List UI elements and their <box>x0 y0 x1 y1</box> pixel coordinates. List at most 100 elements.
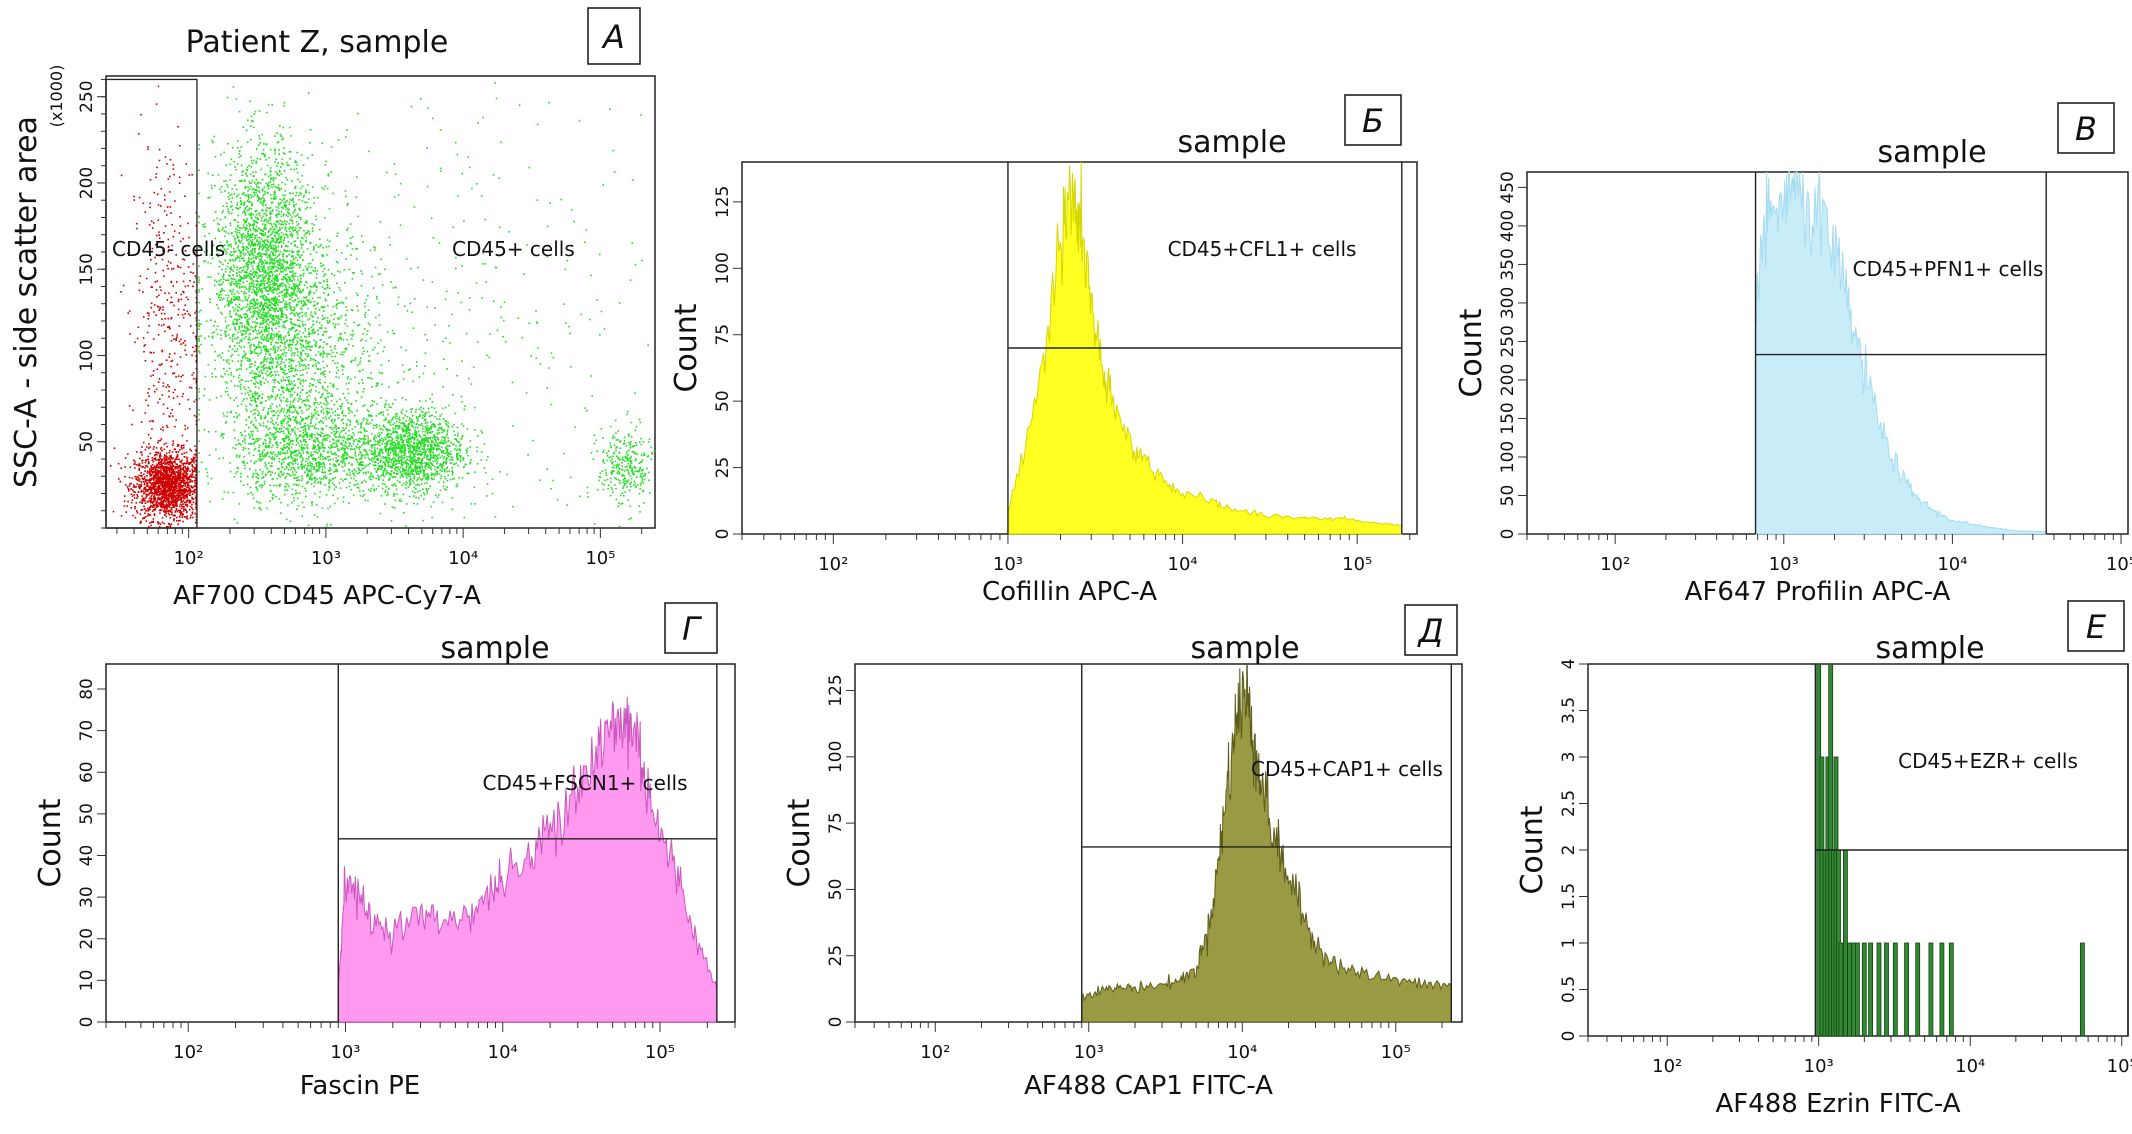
data-point <box>254 210 257 213</box>
data-point <box>160 489 162 491</box>
data-point <box>180 375 182 378</box>
data-point <box>259 261 261 263</box>
data-point <box>237 207 240 210</box>
data-point <box>337 270 339 272</box>
data-point <box>270 212 273 215</box>
data-point <box>159 509 161 512</box>
data-point <box>225 387 228 389</box>
data-point <box>176 336 178 338</box>
data-point <box>289 298 292 301</box>
data-point <box>220 191 223 193</box>
data-point <box>256 217 259 219</box>
data-point <box>275 237 277 240</box>
data-point <box>168 386 170 388</box>
data-point <box>177 509 180 512</box>
data-point <box>279 404 281 407</box>
data-point <box>289 264 292 266</box>
data-point <box>302 237 304 240</box>
data-point <box>330 400 333 402</box>
data-point <box>288 376 290 378</box>
data-point <box>251 302 253 305</box>
data-point <box>156 193 159 195</box>
data-point <box>174 200 176 202</box>
data-point <box>280 188 283 190</box>
data-point <box>294 208 296 211</box>
data-point <box>235 281 238 284</box>
data-point <box>152 478 154 480</box>
data-point <box>227 192 230 194</box>
data-point <box>293 204 295 207</box>
data-point <box>167 245 170 248</box>
data-point <box>148 312 150 315</box>
data-point <box>305 191 307 194</box>
data-point <box>272 179 275 182</box>
data-point <box>144 344 147 346</box>
data-point <box>247 198 250 200</box>
data-point <box>150 473 153 476</box>
data-point <box>304 233 307 235</box>
data-point <box>305 296 308 298</box>
data-point <box>158 477 160 479</box>
data-point <box>243 254 246 257</box>
data-point <box>229 267 231 269</box>
data-point <box>326 320 328 322</box>
data-point <box>161 483 163 485</box>
data-point <box>156 477 159 480</box>
data-point <box>298 251 300 253</box>
data-point <box>298 180 301 183</box>
data-point <box>249 182 251 184</box>
data-point <box>272 277 274 280</box>
data-point <box>148 479 150 482</box>
data-point <box>251 493 254 496</box>
data-point <box>161 496 163 499</box>
data-point <box>176 475 179 477</box>
data-point <box>191 354 193 357</box>
data-point <box>267 219 270 222</box>
data-point <box>289 214 292 216</box>
data-point <box>165 506 167 508</box>
data-point <box>140 113 142 116</box>
data-point <box>248 180 251 183</box>
data-point <box>232 274 234 276</box>
data-point <box>258 246 261 248</box>
data-point <box>247 230 250 233</box>
data-point <box>340 456 343 458</box>
data-point <box>285 201 287 203</box>
data-point <box>174 503 177 506</box>
data-point <box>250 325 252 328</box>
data-point <box>294 285 297 288</box>
data-point <box>266 236 269 238</box>
data-point <box>258 198 260 201</box>
data-point <box>178 458 180 460</box>
data-point <box>315 462 317 465</box>
data-point <box>261 223 264 225</box>
data-point <box>184 340 186 342</box>
data-point <box>272 318 274 320</box>
data-point <box>255 257 257 260</box>
data-point <box>263 382 266 384</box>
data-point <box>302 323 304 325</box>
data-point <box>156 504 158 506</box>
data-point <box>172 164 175 166</box>
data-point <box>264 269 267 271</box>
data-point <box>298 226 301 229</box>
data-point <box>273 291 275 294</box>
data-point <box>274 228 276 231</box>
data-point <box>266 247 268 250</box>
data-point <box>243 325 246 327</box>
data-point <box>274 301 277 304</box>
data-point <box>229 337 231 339</box>
data-point <box>237 360 239 362</box>
data-point <box>153 384 155 387</box>
data-point <box>236 282 239 285</box>
data-point <box>140 483 143 486</box>
data-point <box>138 484 140 486</box>
data-point <box>287 276 290 278</box>
data-point <box>232 335 234 338</box>
data-point <box>204 235 206 238</box>
data-point <box>289 308 292 310</box>
data-point <box>258 275 260 277</box>
data-point <box>248 294 251 297</box>
data-point <box>176 445 179 447</box>
data-point <box>241 329 244 332</box>
